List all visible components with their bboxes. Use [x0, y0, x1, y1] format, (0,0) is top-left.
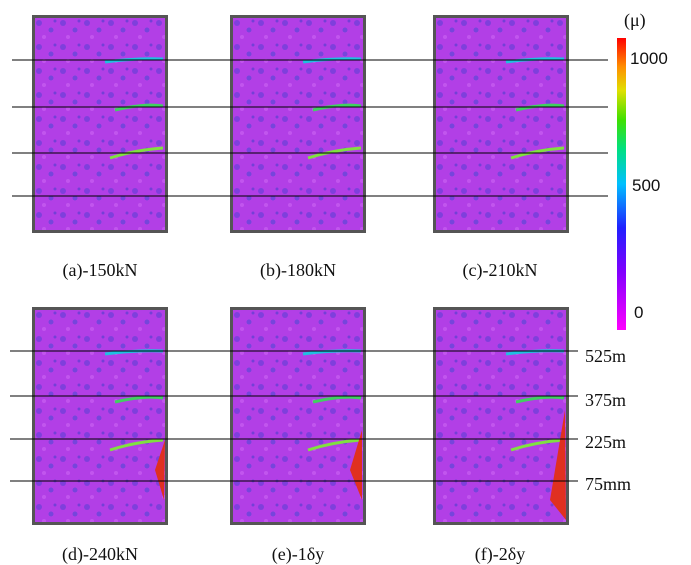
reference-lines	[10, 59, 608, 482]
panel-label: (b)-180kN	[260, 260, 336, 281]
panel-label: (d)-240kN	[62, 544, 138, 565]
line-label: 225m	[585, 432, 626, 452]
panel-label: (e)-1δy	[272, 544, 324, 565]
colorbar	[617, 38, 626, 330]
line-label: 525m	[585, 346, 626, 366]
colorbar-unit: (μ)	[624, 10, 646, 31]
line-label: 375m	[585, 390, 626, 410]
panel-images	[30, 13, 571, 527]
colorbar-tick: 500	[632, 176, 660, 195]
panel-label: (a)-150kN	[63, 260, 138, 281]
colorbar-tick: 0	[634, 303, 643, 322]
colorbar-tick: 1000	[630, 49, 668, 68]
panel-label: (c)-210kN	[463, 260, 538, 281]
line-label: 75mm	[585, 474, 631, 494]
panel-label: (f)-2δy	[475, 544, 525, 565]
